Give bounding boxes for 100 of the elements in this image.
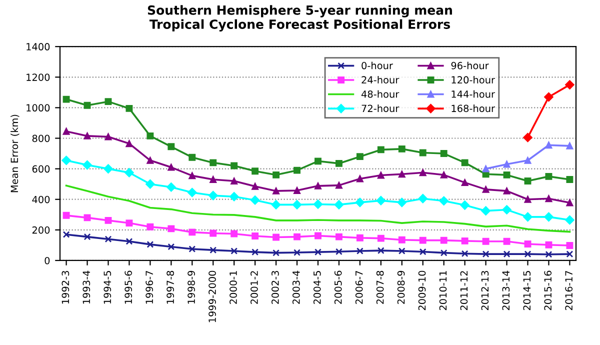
legend-label: 96-hour (451, 62, 489, 70)
point (272, 187, 280, 194)
point (146, 132, 154, 140)
point (419, 169, 426, 176)
point (503, 250, 510, 258)
point (336, 160, 342, 167)
x-tick-label: 2016-17 (565, 271, 573, 310)
legend-label: 72-hour (362, 104, 400, 112)
point (566, 142, 574, 150)
point (566, 250, 574, 258)
x-tick-label: 2002-3 (272, 270, 279, 304)
point (336, 182, 342, 189)
point (82, 160, 92, 170)
point (84, 132, 91, 140)
point (482, 250, 490, 258)
point (566, 199, 574, 206)
y-tick-label: 1200 (26, 74, 50, 81)
point (250, 196, 260, 205)
point (545, 241, 552, 248)
point (440, 171, 448, 178)
point (336, 248, 342, 256)
point (146, 223, 154, 230)
x-tick-label: 1995-6 (124, 270, 132, 304)
point (524, 240, 532, 248)
point (188, 228, 196, 236)
point (523, 132, 532, 142)
point (418, 194, 428, 204)
point (62, 231, 70, 238)
point (126, 140, 133, 148)
point (168, 225, 175, 232)
point (168, 243, 175, 250)
point (230, 248, 238, 254)
point (252, 248, 259, 256)
point (440, 150, 448, 157)
x-tick-label: 2007-8 (376, 270, 384, 304)
point (252, 168, 259, 175)
point (229, 192, 239, 202)
legend-label: 168-hour (452, 104, 496, 112)
point (168, 143, 175, 150)
point (334, 200, 344, 210)
point (377, 234, 384, 242)
x-tick-label: 2003-4 (292, 270, 300, 304)
point (524, 250, 532, 258)
point (503, 160, 510, 168)
point (439, 196, 448, 206)
point (208, 190, 218, 200)
point (314, 182, 322, 190)
point (356, 248, 364, 254)
point (292, 200, 302, 210)
y-tick-label: 1000 (26, 104, 50, 112)
point (355, 198, 365, 208)
point (188, 154, 196, 161)
point (377, 247, 384, 254)
y-tick-label: 800 (32, 134, 50, 142)
point (314, 248, 322, 256)
point (104, 164, 113, 174)
y-tick-label: 1400 (26, 43, 50, 50)
y-axis-title: Mean Error (km) (10, 114, 20, 192)
point (565, 80, 574, 90)
point (272, 249, 280, 256)
line-series (65, 184, 571, 233)
point (336, 233, 342, 240)
legend-label: 120-hour (452, 76, 496, 84)
point (356, 153, 364, 160)
x-tick-label: 2004-5 (313, 271, 321, 304)
point (419, 248, 426, 256)
point (62, 96, 70, 103)
point (481, 206, 490, 216)
point (398, 170, 406, 178)
legend-label: 0-hour (362, 62, 393, 70)
point (230, 162, 238, 170)
point (230, 230, 238, 238)
point (545, 142, 552, 149)
point (503, 238, 510, 245)
point (210, 159, 217, 166)
point (398, 145, 406, 152)
y-tick-label: 600 (32, 165, 50, 173)
point (272, 171, 280, 178)
point (313, 200, 323, 209)
point (544, 212, 554, 222)
point (62, 128, 70, 135)
point (84, 214, 91, 222)
x-tick-label: 1993-4 (82, 270, 90, 304)
point (188, 172, 196, 180)
x-tick-label: 2013-14 (502, 270, 510, 310)
point (188, 188, 197, 198)
x-tick-label: 2015-16 (544, 270, 552, 310)
point (545, 250, 552, 258)
point (377, 172, 384, 179)
point (294, 249, 300, 256)
point (482, 186, 490, 193)
x-tick-label: 2001-2 (250, 271, 258, 304)
point (356, 175, 364, 182)
x-tick-label: 2008-9 (397, 270, 405, 304)
point (545, 172, 552, 180)
x-tick-label: 2014-15 (523, 271, 531, 310)
point (252, 232, 259, 240)
point (356, 234, 364, 242)
point (62, 156, 71, 166)
point (461, 159, 468, 166)
